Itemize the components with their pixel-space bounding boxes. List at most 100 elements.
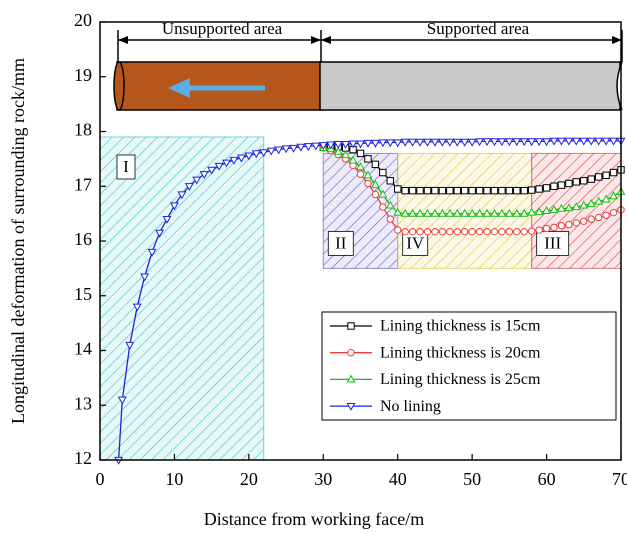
marker: [341, 150, 351, 159]
marker: [244, 152, 254, 161]
y-tick-label: 20: [74, 10, 92, 30]
marker: [192, 176, 202, 185]
region-label: IV: [406, 233, 425, 252]
marker: [452, 138, 462, 147]
marker: [177, 191, 187, 200]
marker: [512, 138, 522, 147]
x-tick-label: 50: [463, 469, 481, 489]
marker: [370, 139, 380, 148]
marker: [594, 213, 603, 222]
region-label: III: [544, 233, 561, 252]
tunnel-face: [113, 61, 125, 111]
marker: [453, 227, 461, 236]
marker: [594, 137, 604, 146]
plot-frame: [99, 21, 622, 461]
y-tick-label: 16: [74, 229, 92, 249]
marker: [475, 227, 484, 236]
dimension-arrowhead: [612, 36, 622, 44]
marker: [490, 227, 499, 236]
marker: [467, 138, 477, 147]
marker: [571, 202, 581, 211]
marker: [430, 138, 440, 147]
marker: [564, 137, 574, 146]
x-tick-label: 70: [612, 469, 627, 489]
marker: [490, 138, 499, 147]
marker: [527, 207, 537, 216]
x-axis-label: Distance from working face/m: [204, 509, 424, 529]
region-label-box: [536, 230, 570, 256]
marker: [364, 179, 372, 188]
marker: [346, 403, 356, 411]
marker: [490, 208, 499, 217]
advance-arrowhead: [168, 78, 190, 98]
legend-label: Lining thickness is 15cm: [380, 318, 541, 335]
marker: [408, 138, 418, 147]
marker: [519, 208, 529, 217]
marker: [527, 186, 536, 194]
marker: [430, 208, 440, 217]
marker: [356, 149, 365, 158]
marker: [512, 208, 522, 217]
marker: [461, 186, 469, 195]
marker: [505, 227, 514, 236]
legend-label: Lining thickness is 20cm: [380, 344, 541, 361]
y-tick-label: 12: [74, 448, 92, 468]
marker: [363, 170, 373, 179]
marker: [385, 139, 395, 148]
dimension-arrowhead: [321, 36, 331, 44]
marker: [513, 227, 521, 236]
marker: [416, 186, 424, 195]
marker: [468, 227, 476, 236]
marker: [333, 140, 343, 149]
marker: [549, 204, 559, 213]
marker: [423, 138, 432, 147]
y-tick-label: 14: [74, 339, 92, 359]
marker: [348, 140, 358, 149]
marker: [259, 149, 269, 158]
marker: [460, 138, 470, 147]
marker: [155, 229, 164, 238]
region-label: II: [335, 233, 347, 252]
marker: [564, 203, 574, 212]
marker: [601, 194, 611, 203]
annotation: Supported area: [427, 19, 530, 38]
marker: [534, 207, 544, 216]
marker: [438, 227, 447, 236]
marker: [386, 215, 394, 223]
marker: [347, 349, 355, 357]
marker: [393, 139, 403, 148]
marker: [333, 146, 343, 155]
marker: [527, 138, 537, 147]
marker: [504, 208, 514, 217]
marker: [460, 208, 470, 217]
marker: [520, 227, 528, 236]
marker: [326, 141, 336, 150]
marker: [504, 138, 514, 147]
marker: [356, 170, 365, 178]
marker: [394, 226, 402, 234]
marker: [437, 208, 447, 217]
marker: [431, 227, 439, 236]
dimension-arrowhead: [311, 36, 321, 44]
marker: [557, 203, 566, 212]
tunnel-illustration: Unsupported area Supported area: [113, 19, 623, 111]
marker: [416, 227, 424, 236]
marker: [311, 142, 321, 151]
marker: [386, 177, 394, 185]
marker: [408, 208, 418, 217]
marker: [482, 138, 492, 147]
marker: [415, 138, 425, 147]
x-tick-label: 10: [165, 469, 183, 489]
marker: [453, 186, 461, 195]
marker: [565, 220, 573, 229]
marker: [346, 374, 356, 383]
marker: [356, 140, 365, 149]
marker: [363, 139, 373, 148]
marker: [147, 248, 157, 257]
marker: [207, 166, 217, 175]
marker: [408, 186, 417, 195]
marker: [475, 138, 485, 147]
marker: [497, 138, 507, 147]
marker: [445, 138, 455, 147]
marker: [371, 160, 380, 169]
